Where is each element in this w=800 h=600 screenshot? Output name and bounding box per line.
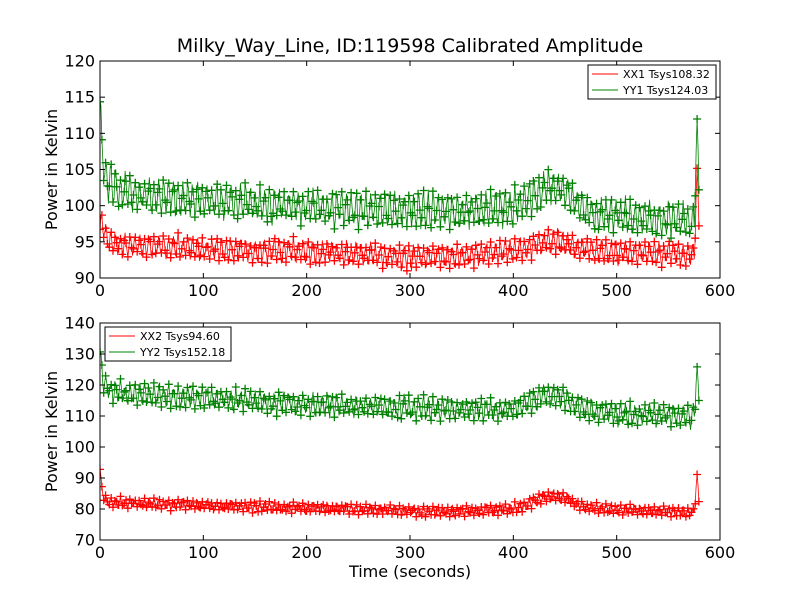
- bottom-panel-ticks: 0 100 200 300 400 500 600 70 80 90 100 110 120 130 140: [64, 314, 735, 563]
- top-panel-legend: XX1 Tsys108.32 YY1 Tsys124.03: [587, 64, 717, 100]
- bottom-xtick-label-300: 300: [395, 543, 426, 562]
- bottom-ytick-label-130: 130: [64, 345, 95, 364]
- top-series-0-markers: [100, 164, 703, 275]
- bottom-series-0-markers: [100, 465, 703, 521]
- top-series-1-markers: [100, 97, 703, 243]
- top-ytick-label-110: 110: [64, 124, 95, 143]
- bottom-legend-label-yy2: YY2 Tsys152.18: [139, 346, 225, 359]
- top-panel-series: [100, 97, 703, 275]
- bottom-xtick-label-200: 200: [291, 543, 322, 562]
- top-legend-box: [587, 64, 717, 100]
- top-xtick-label-0: 0: [95, 281, 105, 300]
- bottom-ytick-label-140: 140: [64, 314, 95, 333]
- figure-title: Milky_Way_Line, ID:119598 Calibrated Amp…: [177, 35, 643, 57]
- bottom-ytick-label-120: 120: [64, 376, 95, 395]
- top-legend-label-yy1: YY1 Tsys124.03: [622, 84, 708, 97]
- bottom-series-0: [100, 465, 703, 521]
- top-xtick-label-600: 600: [705, 281, 736, 300]
- bottom-panel-legend: XX2 Tsys94.60 YY2 Tsys152.18: [104, 326, 232, 362]
- bottom-legend-box: [104, 326, 232, 362]
- top-xtick-label-200: 200: [291, 281, 322, 300]
- top-xtick-label-300: 300: [395, 281, 426, 300]
- top-panel: 0 100 200 300 400 500 600 90 95 100 105 110 115 120 P…: [42, 52, 735, 301]
- bottom-panel-series: [100, 347, 703, 521]
- bottom-xtick-label-500: 500: [601, 543, 632, 562]
- top-panel-ylabel: Power in Kelvin: [42, 109, 61, 230]
- bottom-series-1: [100, 347, 703, 431]
- top-ytick-label-120: 120: [64, 52, 95, 71]
- top-legend-label-xx1: XX1 Tsys108.32: [623, 68, 710, 81]
- bottom-xtick-label-100: 100: [188, 543, 219, 562]
- top-xtick-label-500: 500: [601, 281, 632, 300]
- top-ytick-label-115: 115: [64, 88, 95, 107]
- bottom-panel-ylabel: Power in Kelvin: [42, 371, 61, 492]
- top-xtick-label-400: 400: [498, 281, 529, 300]
- x-axis-label: Time (seconds): [348, 562, 471, 581]
- bottom-xtick-label-0: 0: [95, 543, 105, 562]
- top-ytick-label-105: 105: [64, 160, 95, 179]
- bottom-ytick-label-90: 90: [75, 469, 95, 488]
- bottom-xtick-label-600: 600: [705, 543, 736, 562]
- bottom-legend-label-xx2: XX2 Tsys94.60: [140, 330, 220, 343]
- bottom-series-1-markers: [100, 347, 703, 431]
- top-ytick-label-95: 95: [75, 232, 95, 251]
- top-xtick-label-100: 100: [188, 281, 219, 300]
- top-series-1: [100, 97, 703, 243]
- top-series-0: [100, 164, 703, 275]
- bottom-ytick-label-100: 100: [64, 438, 95, 457]
- bottom-xtick-label-400: 400: [498, 543, 529, 562]
- bottom-panel: 0 100 200 300 400 500 600 70 80 90 100 110 120 130 140…: [42, 314, 735, 563]
- top-ytick-label-90: 90: [75, 269, 95, 288]
- bottom-ytick-label-80: 80: [75, 500, 95, 519]
- bottom-ytick-label-110: 110: [64, 407, 95, 426]
- bottom-ytick-label-70: 70: [75, 531, 95, 550]
- top-panel-ticks: 0 100 200 300 400 500 600 90 95 100 105 110 115 120: [64, 52, 735, 301]
- top-ytick-label-100: 100: [64, 196, 95, 215]
